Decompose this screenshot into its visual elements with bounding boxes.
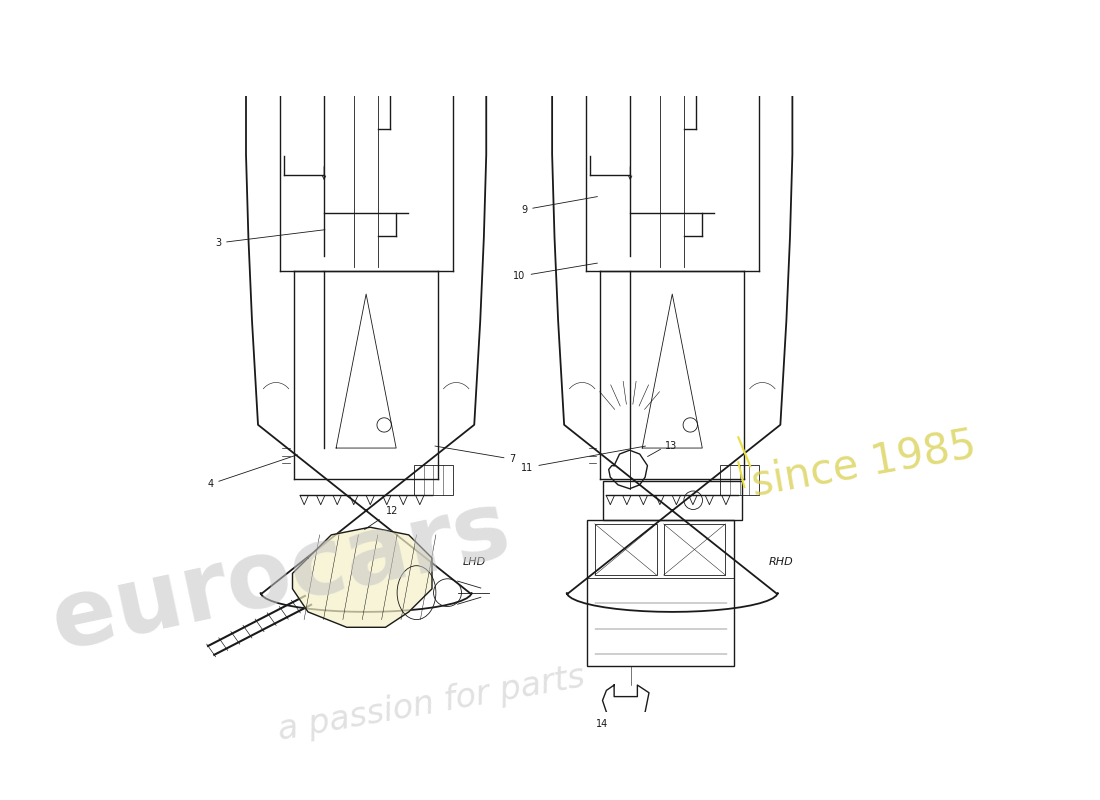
Text: since 1985: since 1985 (748, 423, 979, 505)
Text: LHD: LHD (463, 557, 486, 567)
Text: 3: 3 (214, 230, 324, 248)
Bar (603, 481, 742, 519)
Text: a passion for parts: a passion for parts (275, 661, 587, 747)
Bar (595, 524, 657, 575)
Text: 4: 4 (207, 454, 297, 489)
Text: 11: 11 (521, 446, 646, 473)
Bar (415, 465, 452, 495)
Bar (737, 29, 759, 68)
Text: 7: 7 (434, 446, 516, 464)
Text: 13: 13 (664, 442, 676, 451)
Bar (279, 29, 301, 68)
Text: 10: 10 (514, 263, 597, 282)
Text: 9: 9 (521, 197, 597, 214)
Bar (431, 29, 452, 68)
Text: 14: 14 (596, 718, 608, 729)
Bar (587, 519, 735, 666)
Polygon shape (293, 527, 432, 627)
Bar (586, 29, 607, 68)
Text: RHD: RHD (769, 557, 793, 567)
Bar (663, 524, 725, 575)
Text: eurocars: eurocars (44, 482, 518, 670)
Text: 12: 12 (385, 506, 398, 516)
Bar (720, 465, 759, 495)
